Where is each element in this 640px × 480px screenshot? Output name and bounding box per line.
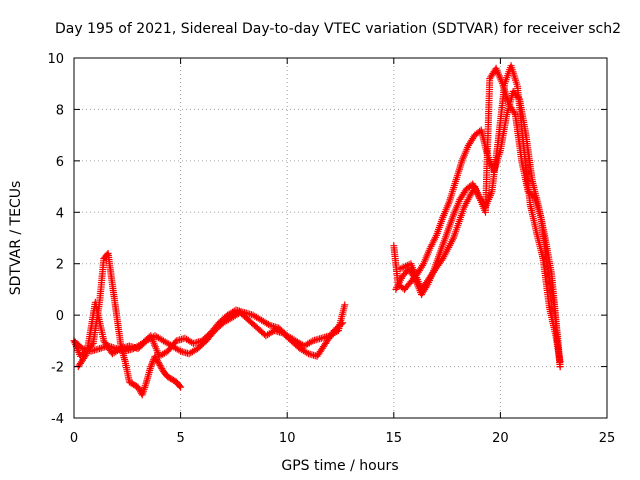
y-tick-label-3: 2 bbox=[56, 258, 64, 273]
y-axis-label: SDTVAR / TECUs bbox=[8, 181, 24, 296]
axis-ticks bbox=[73, 57, 608, 419]
series-track-a bbox=[70, 249, 185, 399]
x-tick-label-2: 10 bbox=[279, 431, 296, 446]
series-markers-0 bbox=[70, 249, 185, 399]
series-markers-5 bbox=[396, 64, 564, 371]
series-track-f bbox=[396, 64, 564, 371]
y-tick-label-1: -2 bbox=[51, 361, 64, 376]
y-tick-label-2: 0 bbox=[56, 309, 64, 324]
y-tick-label-5: 6 bbox=[56, 155, 64, 170]
x-tick-label-0: 0 bbox=[70, 431, 78, 446]
grid bbox=[74, 58, 607, 418]
x-axis-label: GPS time / hours bbox=[281, 458, 398, 474]
x-tick-label-4: 20 bbox=[492, 431, 509, 446]
y-tick-label-6: 8 bbox=[56, 103, 64, 118]
chart-title: Day 195 of 2021, Sidereal Day-to-day VTE… bbox=[55, 21, 621, 37]
x-tick-label-3: 15 bbox=[386, 431, 403, 446]
y-tick-label-4: 4 bbox=[56, 206, 64, 221]
plot-frame bbox=[73, 57, 608, 419]
y-tick-labels: -4 -2 0 2 4 6 8 10 bbox=[47, 52, 64, 427]
data-series bbox=[70, 62, 564, 399]
x-tick-label-1: 5 bbox=[176, 431, 184, 446]
x-tick-label-5: 25 bbox=[599, 431, 616, 446]
y-tick-label-7: 10 bbox=[47, 52, 64, 67]
x-tick-labels: 0 5 10 15 20 25 bbox=[70, 431, 615, 446]
y-tick-label-0: -4 bbox=[51, 412, 64, 427]
